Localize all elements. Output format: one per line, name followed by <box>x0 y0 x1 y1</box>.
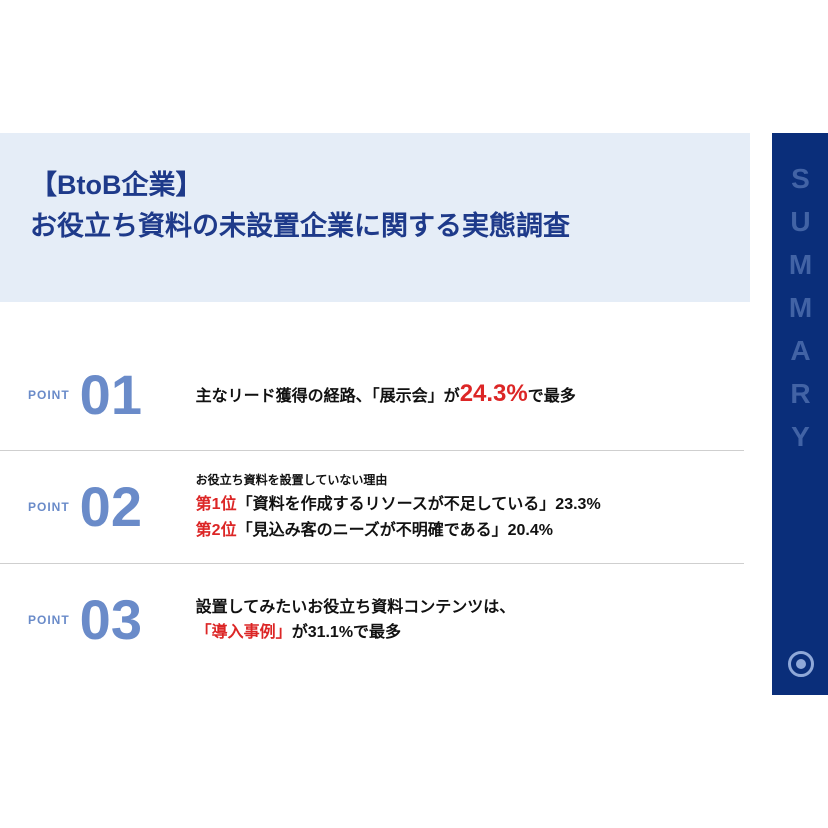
header-panel: 【BtoB企業】 お役立ち資料の未設置企業に関する実態調査 <box>0 133 750 302</box>
point1-post: で最多 <box>528 388 576 405</box>
summary-label: SUMMARY <box>784 163 816 464</box>
rank2-text: 「見込み客のニーズが不明確である」20.4% <box>237 522 553 539</box>
point-row-2: POINT 02 お役立ち資料を設置していない理由 第1位「資料を作成するリソー… <box>0 451 744 564</box>
point3-highlight: 「導入事例」 <box>196 624 292 641</box>
point-number: 01 <box>80 367 168 423</box>
rank1-text: 「資料を作成するリソースが不足している」23.3% <box>237 496 601 513</box>
point2-rank1: 第1位「資料を作成するリソースが不足している」23.3% <box>196 492 724 518</box>
point3-line1: 設置してみたいお役立ち資料コンテンツは、 <box>196 595 724 621</box>
point-body: 設置してみたいお役立ち資料コンテンツは、 「導入事例」が31.1%で最多 <box>196 595 724 646</box>
rank1-label: 第1位 <box>196 496 237 513</box>
title-line-2: お役立ち資料の未設置企業に関する実態調査 <box>30 206 720 247</box>
rank2-label: 第2位 <box>196 522 237 539</box>
point-label: POINT <box>28 500 70 514</box>
point-body: お役立ち資料を設置していない理由 第1位「資料を作成するリソースが不足している」… <box>196 471 724 543</box>
summary-sidebar: SUMMARY <box>772 133 828 695</box>
point1-highlight: 24.3% <box>460 380 528 407</box>
title-line-1: 【BtoB企業】 <box>30 165 720 206</box>
point-number: 03 <box>80 592 168 648</box>
infographic-card: 【BtoB企業】 お役立ち資料の未設置企業に関する実態調査 SUMMARY PO… <box>0 133 828 695</box>
point-label: POINT <box>28 388 70 402</box>
point-body: 主なリード獲得の経路、「展示会」が24.3%で最多 <box>196 375 724 413</box>
point1-pre: 主なリード獲得の経路、「展示会」が <box>196 388 460 405</box>
point-row-3: POINT 03 設置してみたいお役立ち資料コンテンツは、 「導入事例」が31.… <box>0 564 744 676</box>
point3-line2: 「導入事例」が31.1%で最多 <box>196 620 724 646</box>
point3-post: が31.1%で最多 <box>292 624 401 641</box>
point2-rank2: 第2位「見込み客のニーズが不明確である」20.4% <box>196 518 724 544</box>
point2-subtitle: お役立ち資料を設置していない理由 <box>196 471 724 490</box>
target-icon <box>788 651 814 677</box>
point-label: POINT <box>28 613 70 627</box>
point-number: 02 <box>80 479 168 535</box>
point-row-1: POINT 01 主なリード獲得の経路、「展示会」が24.3%で最多 <box>0 339 744 451</box>
points-list: POINT 01 主なリード獲得の経路、「展示会」が24.3%で最多 POINT… <box>0 339 744 676</box>
